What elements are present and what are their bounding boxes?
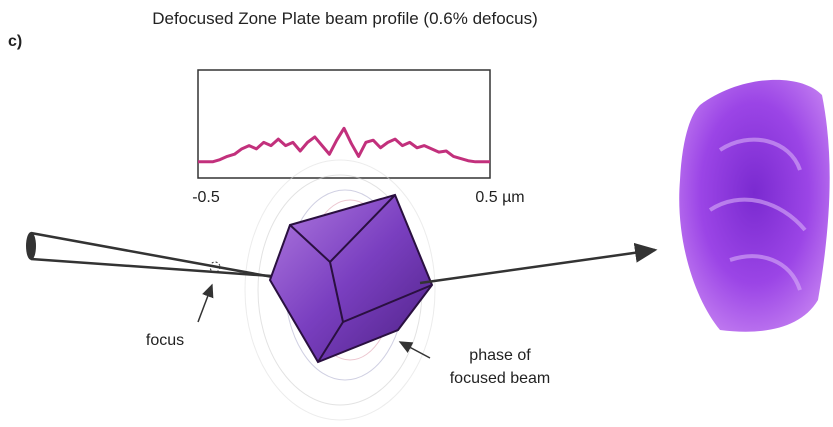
x-tick-label: 0.5 µm — [475, 189, 524, 206]
panel-label: c) — [8, 33, 22, 50]
chart-frame — [198, 70, 490, 178]
beam — [420, 250, 655, 283]
page: {"panel_label": "c)", "chart_data": {"ty… — [0, 0, 833, 427]
annotation: focused beam — [450, 370, 551, 387]
plot: -0.5 0.5 µm — [192, 128, 524, 206]
figure: c) -0.5 0.5 µm focus phase of focused bea… — [0, 0, 833, 427]
annotation: phase of — [469, 347, 531, 364]
reconstruction — [679, 80, 829, 332]
data-line — [198, 128, 490, 161]
source — [26, 232, 36, 260]
arrow — [400, 342, 430, 358]
arrow — [198, 285, 212, 322]
x-tick-label: -0.5 — [192, 189, 220, 206]
annotation: focus — [146, 332, 184, 349]
